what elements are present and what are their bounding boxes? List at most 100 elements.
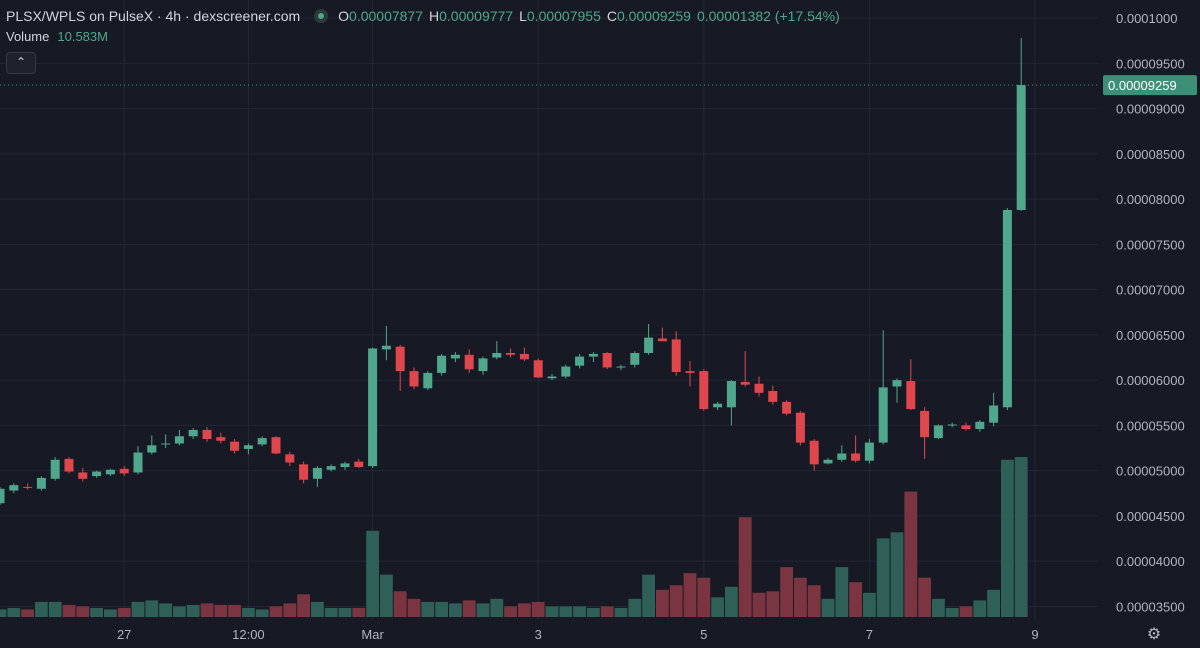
y-tick-label: 0.00008000 <box>1116 192 1185 207</box>
x-tick-label: Mar <box>361 627 384 642</box>
candle-body <box>561 366 571 377</box>
volume-value: 10.583M <box>57 28 108 44</box>
volume-bar <box>1001 459 1014 617</box>
candle-body <box>644 337 654 353</box>
close-value: 0.00009259 <box>616 8 691 24</box>
candle-body <box>933 425 943 439</box>
price-axis[interactable]: 0.0001000 0.00009500 0.00009000 0.00008500 0… <box>1116 11 1185 614</box>
candle-body <box>533 360 543 378</box>
y-tick-label: 0.00005500 <box>1116 418 1185 433</box>
candle-body <box>36 477 46 489</box>
candle-body <box>851 453 861 461</box>
y-tick-label: 0.00004000 <box>1116 554 1185 569</box>
candle-body <box>50 459 60 479</box>
volume-bar <box>780 567 793 617</box>
volume-bar <box>945 607 959 617</box>
close-label: C <box>606 8 617 24</box>
chart-legend: PLSX/WPLS on PulseX · 4h · dexscreener.c… <box>6 6 840 46</box>
volume-bar <box>1014 457 1028 617</box>
volume-bar <box>186 604 200 617</box>
candle-body <box>423 372 433 389</box>
candle-body <box>147 445 157 453</box>
candle-body <box>630 352 640 365</box>
volume-bar <box>918 577 931 617</box>
volume-bar <box>531 601 545 617</box>
volume-bar <box>297 594 310 617</box>
volume-bar <box>669 585 683 617</box>
last-price-badge <box>1103 75 1197 96</box>
volume-bar <box>725 586 738 617</box>
volume-bar <box>476 603 490 617</box>
candle-body <box>726 381 736 408</box>
chart-title: PLSX/WPLS on PulseX · 4h · dexscreener.c… <box>6 8 301 24</box>
volume-bar <box>117 607 131 617</box>
volume-bar <box>435 601 448 617</box>
candle-body <box>312 467 322 479</box>
candle-body <box>381 345 391 350</box>
volume-bar <box>311 601 324 617</box>
open-label: O <box>338 8 350 24</box>
y-tick-label: 0.00006000 <box>1116 373 1185 388</box>
volume-bar <box>173 606 186 617</box>
candle-body <box>795 412 805 443</box>
x-tick-label: 5 <box>700 627 707 642</box>
gear-icon[interactable]: ⚙ <box>1146 624 1162 643</box>
candle-body <box>161 443 171 445</box>
grid-lines <box>0 0 1098 620</box>
candle-body <box>616 366 626 368</box>
candle-body <box>837 453 847 460</box>
volume-bar <box>283 603 297 617</box>
volume-bar <box>21 609 34 617</box>
volume-bar <box>214 604 228 617</box>
x-tick-label: 12:00 <box>232 627 265 642</box>
candle-body <box>657 338 667 342</box>
candle-body <box>740 381 750 385</box>
volume-bar <box>228 604 241 617</box>
y-tick-label: 0.00007000 <box>1116 283 1185 298</box>
volume-bar <box>545 606 559 617</box>
volume-bar <box>421 601 435 617</box>
candle-body <box>519 353 529 360</box>
change-value: 0.00001382 (+17.54%) <box>696 8 840 24</box>
candle-body <box>216 437 226 441</box>
volume-bar <box>324 607 338 617</box>
volume-label: Volume <box>6 28 50 44</box>
candle-body <box>450 354 460 359</box>
low-label: L <box>519 8 527 24</box>
candle-body <box>975 421 985 430</box>
volume-bar <box>656 589 669 617</box>
volume-bar <box>380 574 393 617</box>
volume-bar <box>145 600 159 617</box>
volume-bar <box>393 591 407 617</box>
x-tick-label: 3 <box>535 627 542 642</box>
candle-body <box>906 381 916 410</box>
candle-body <box>105 469 115 475</box>
volume-bar <box>697 577 711 617</box>
volume-bar <box>614 607 628 617</box>
candle-body <box>243 445 253 449</box>
volume-bar <box>987 589 1000 617</box>
volume-bar <box>48 601 62 617</box>
candle-body <box>133 452 143 473</box>
volume-bar <box>76 606 90 617</box>
candle-body <box>478 358 488 372</box>
volume-bar <box>711 597 724 617</box>
volume-bar <box>849 582 862 617</box>
volume-bars <box>0 457 1028 617</box>
candle-body <box>119 468 129 474</box>
chevron-up-icon[interactable]: ⌃ <box>6 52 36 74</box>
y-tick-label: 0.00008500 <box>1116 147 1185 162</box>
time-axis[interactable]: 27 12:00 Mar 3 5 7 9 <box>117 627 1039 642</box>
candle-body <box>271 437 281 454</box>
eye-icon[interactable] <box>314 9 329 23</box>
volume-bar <box>518 603 531 617</box>
volume-bar <box>642 574 655 617</box>
candle-body <box>464 354 474 370</box>
volume-bar <box>794 577 807 617</box>
volume-bar <box>35 601 48 617</box>
volume-bar <box>559 606 573 617</box>
volume-bar <box>600 606 614 617</box>
y-tick-label: 0.00009500 <box>1116 56 1185 71</box>
candle-body <box>188 429 198 437</box>
